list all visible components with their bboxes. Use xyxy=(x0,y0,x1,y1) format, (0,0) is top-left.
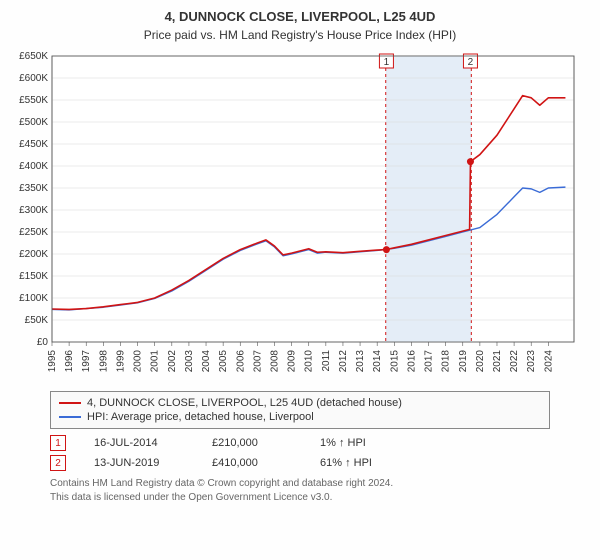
legend-swatch-hpi xyxy=(59,416,81,418)
footer: Contains HM Land Registry data © Crown c… xyxy=(50,477,550,504)
legend-label-property: 4, DUNNOCK CLOSE, LIVERPOOL, L25 4UD (de… xyxy=(87,397,402,409)
svg-text:£600K: £600K xyxy=(19,73,48,84)
svg-text:2010: 2010 xyxy=(304,350,315,373)
svg-text:£100K: £100K xyxy=(19,293,48,304)
svg-text:£250K: £250K xyxy=(19,227,48,238)
sale-price: £410,000 xyxy=(212,457,292,469)
sale-delta: 1% ↑ HPI xyxy=(320,437,366,449)
legend-swatch-property xyxy=(59,402,81,404)
svg-text:2018: 2018 xyxy=(441,350,452,373)
sale-delta: 61% ↑ HPI xyxy=(320,457,372,469)
svg-text:£650K: £650K xyxy=(19,51,48,62)
svg-text:£300K: £300K xyxy=(19,205,48,216)
sale-marker-icon: 2 xyxy=(50,455,66,471)
svg-text:2001: 2001 xyxy=(150,350,161,373)
svg-text:2005: 2005 xyxy=(218,350,229,373)
svg-text:£450K: £450K xyxy=(19,139,48,150)
page-title: 4, DUNNOCK CLOSE, LIVERPOOL, L25 4UD xyxy=(10,8,590,26)
sales-table: 1 16-JUL-2014 £210,000 1% ↑ HPI 2 13-JUN-2019… xyxy=(50,433,550,473)
footer-line2: This data is licensed under the Open Gov… xyxy=(50,491,550,505)
svg-text:1996: 1996 xyxy=(64,350,75,373)
legend: 4, DUNNOCK CLOSE, LIVERPOOL, L25 4UD (de… xyxy=(50,391,550,429)
svg-text:2020: 2020 xyxy=(475,350,486,373)
svg-text:2017: 2017 xyxy=(424,350,435,373)
svg-text:£550K: £550K xyxy=(19,95,48,106)
page-subtitle: Price paid vs. HM Land Registry's House … xyxy=(10,28,590,42)
price-chart: £0 £50K £100K £150K £200K £250K £300K £350K £400… xyxy=(10,50,582,380)
svg-text:2015: 2015 xyxy=(389,350,400,373)
svg-text:£500K: £500K xyxy=(19,117,48,128)
svg-text:£350K: £350K xyxy=(19,183,48,194)
svg-text:2002: 2002 xyxy=(167,350,178,373)
svg-text:1: 1 xyxy=(384,57,390,68)
sale-date: 16-JUL-2014 xyxy=(94,437,184,449)
svg-text:1998: 1998 xyxy=(98,350,109,373)
svg-text:£400K: £400K xyxy=(19,161,48,172)
svg-text:2008: 2008 xyxy=(269,350,280,373)
svg-text:2011: 2011 xyxy=(321,350,332,372)
svg-text:2022: 2022 xyxy=(509,350,520,373)
svg-text:2007: 2007 xyxy=(252,350,263,373)
svg-text:2013: 2013 xyxy=(355,350,366,373)
svg-text:2019: 2019 xyxy=(458,350,469,373)
svg-text:2014: 2014 xyxy=(372,350,383,373)
legend-label-hpi: HPI: Average price, detached house, Live… xyxy=(87,411,314,423)
svg-text:2016: 2016 xyxy=(406,350,417,373)
svg-text:1997: 1997 xyxy=(81,350,92,373)
svg-text:2004: 2004 xyxy=(201,350,212,373)
sale-marker-icon: 1 xyxy=(50,435,66,451)
svg-text:£150K: £150K xyxy=(19,271,48,282)
footer-line1: Contains HM Land Registry data © Crown c… xyxy=(50,477,550,491)
svg-text:2: 2 xyxy=(468,57,474,68)
legend-row-property: 4, DUNNOCK CLOSE, LIVERPOOL, L25 4UD (de… xyxy=(59,396,541,410)
sale-row: 1 16-JUL-2014 £210,000 1% ↑ HPI xyxy=(50,433,550,453)
chart-container: £0 £50K £100K £150K £200K £250K £300K £350K £400… xyxy=(10,50,590,385)
svg-text:2003: 2003 xyxy=(184,350,195,373)
sale-date: 13-JUN-2019 xyxy=(94,457,184,469)
svg-text:1999: 1999 xyxy=(115,350,126,373)
svg-text:£200K: £200K xyxy=(19,249,48,260)
svg-text:£50K: £50K xyxy=(25,315,49,326)
legend-row-hpi: HPI: Average price, detached house, Live… xyxy=(59,410,541,424)
svg-text:2006: 2006 xyxy=(235,350,246,373)
svg-text:2000: 2000 xyxy=(133,350,144,373)
svg-text:1995: 1995 xyxy=(47,350,58,373)
svg-text:2021: 2021 xyxy=(492,350,503,373)
sale-price: £210,000 xyxy=(212,437,292,449)
svg-text:2024: 2024 xyxy=(543,350,554,373)
sale-row: 2 13-JUN-2019 £410,000 61% ↑ HPI xyxy=(50,453,550,473)
svg-text:2012: 2012 xyxy=(338,350,349,373)
svg-text:£0: £0 xyxy=(37,337,49,348)
svg-text:2009: 2009 xyxy=(287,350,298,373)
svg-text:2023: 2023 xyxy=(526,350,537,373)
